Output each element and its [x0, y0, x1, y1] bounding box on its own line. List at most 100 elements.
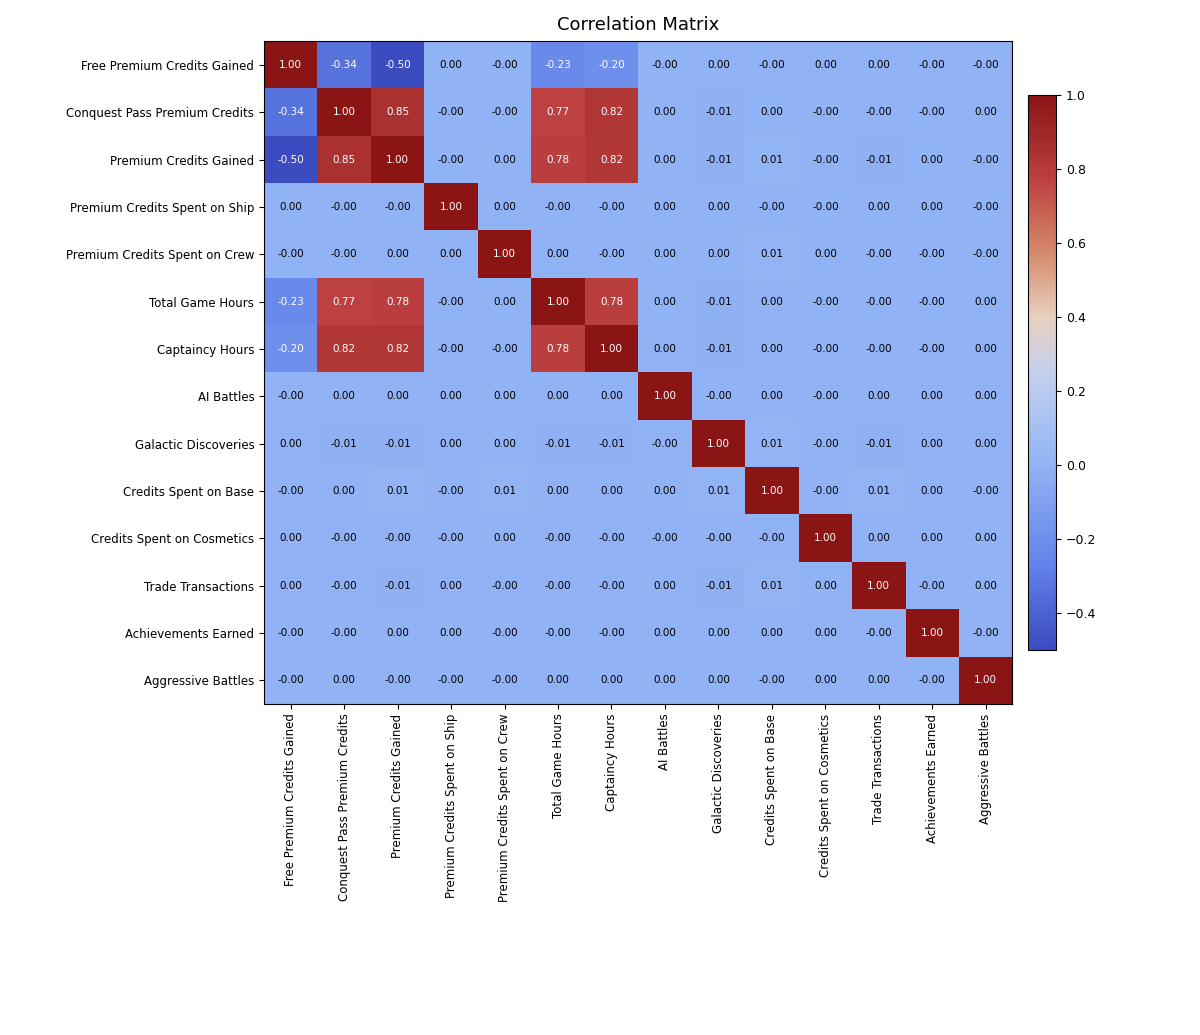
Text: 0.01: 0.01 [761, 439, 784, 448]
Text: 0.01: 0.01 [868, 485, 890, 496]
Text: -0.00: -0.00 [758, 675, 785, 685]
Text: -0.00: -0.00 [598, 202, 625, 212]
Text: 0.00: 0.00 [707, 628, 730, 638]
Text: 0.00: 0.00 [814, 60, 836, 70]
Text: -0.00: -0.00 [438, 485, 464, 496]
Text: 0.00: 0.00 [654, 675, 677, 685]
Text: 1.00: 1.00 [332, 108, 355, 117]
Text: -0.00: -0.00 [758, 202, 785, 212]
Text: 0.00: 0.00 [439, 60, 462, 70]
Text: -0.00: -0.00 [277, 391, 304, 402]
Text: -0.00: -0.00 [545, 628, 571, 638]
Text: 0.00: 0.00 [974, 391, 997, 402]
Text: 0.01: 0.01 [386, 485, 409, 496]
Text: 0.00: 0.00 [920, 391, 943, 402]
Text: 0.00: 0.00 [707, 60, 730, 70]
Text: 0.00: 0.00 [654, 344, 677, 354]
Text: 0.78: 0.78 [600, 297, 623, 306]
Text: 0.00: 0.00 [974, 108, 997, 117]
Text: -0.00: -0.00 [384, 533, 410, 543]
Text: -0.00: -0.00 [491, 108, 518, 117]
Text: 1.00: 1.00 [974, 675, 997, 685]
Text: -0.00: -0.00 [598, 581, 625, 591]
Text: -0.00: -0.00 [972, 485, 1000, 496]
Text: 1.00: 1.00 [868, 581, 890, 591]
Text: -0.34: -0.34 [277, 108, 304, 117]
Text: 0.00: 0.00 [439, 628, 462, 638]
Text: -0.00: -0.00 [812, 439, 839, 448]
Text: -0.20: -0.20 [277, 344, 304, 354]
Text: -0.00: -0.00 [652, 439, 678, 448]
Text: -0.00: -0.00 [384, 675, 410, 685]
Text: -0.00: -0.00 [545, 202, 571, 212]
Text: 0.00: 0.00 [493, 439, 516, 448]
Text: -0.00: -0.00 [438, 675, 464, 685]
Text: -0.01: -0.01 [706, 344, 732, 354]
Text: -0.00: -0.00 [331, 581, 358, 591]
Text: 0.00: 0.00 [761, 391, 784, 402]
Text: 0.82: 0.82 [600, 154, 623, 165]
Text: -0.23: -0.23 [545, 60, 571, 70]
Text: 0.00: 0.00 [654, 485, 677, 496]
Text: 0.00: 0.00 [332, 391, 355, 402]
Text: 0.00: 0.00 [493, 297, 516, 306]
Text: 0.00: 0.00 [920, 154, 943, 165]
Text: 0.00: 0.00 [974, 297, 997, 306]
Text: -0.01: -0.01 [384, 581, 412, 591]
Text: -0.00: -0.00 [758, 60, 785, 70]
Text: 1.00: 1.00 [920, 628, 943, 638]
Text: -0.23: -0.23 [277, 297, 304, 306]
Text: -0.00: -0.00 [438, 154, 464, 165]
Text: 0.00: 0.00 [280, 202, 302, 212]
Text: -0.00: -0.00 [865, 344, 892, 354]
Text: -0.00: -0.00 [652, 60, 678, 70]
Text: -0.00: -0.00 [598, 249, 625, 260]
Text: -0.00: -0.00 [438, 108, 464, 117]
Title: Correlation Matrix: Correlation Matrix [557, 17, 719, 34]
Text: 0.00: 0.00 [868, 675, 890, 685]
Text: -0.00: -0.00 [545, 533, 571, 543]
Text: -0.00: -0.00 [919, 297, 946, 306]
Text: 0.77: 0.77 [546, 108, 570, 117]
Text: 1.00: 1.00 [761, 485, 784, 496]
Text: 0.00: 0.00 [920, 439, 943, 448]
Text: -0.00: -0.00 [812, 108, 839, 117]
Text: -0.00: -0.00 [491, 60, 518, 70]
Text: -0.00: -0.00 [706, 533, 732, 543]
Text: 0.77: 0.77 [332, 297, 355, 306]
Text: -0.00: -0.00 [706, 391, 732, 402]
Text: -0.00: -0.00 [491, 344, 518, 354]
Text: -0.00: -0.00 [812, 391, 839, 402]
Text: -0.00: -0.00 [331, 202, 358, 212]
Text: 0.01: 0.01 [761, 249, 784, 260]
Text: -0.01: -0.01 [865, 154, 892, 165]
Text: 0.00: 0.00 [814, 249, 836, 260]
Text: 0.00: 0.00 [493, 533, 516, 543]
Text: 1.00: 1.00 [546, 297, 570, 306]
Text: 0.78: 0.78 [546, 344, 570, 354]
Text: -0.01: -0.01 [706, 581, 732, 591]
Text: 0.00: 0.00 [439, 439, 462, 448]
Text: -0.01: -0.01 [706, 297, 732, 306]
Text: 0.00: 0.00 [920, 485, 943, 496]
Text: 0.01: 0.01 [493, 485, 516, 496]
Text: 0.00: 0.00 [707, 675, 730, 685]
Text: 0.00: 0.00 [974, 533, 997, 543]
Text: -0.00: -0.00 [331, 249, 358, 260]
Text: 0.00: 0.00 [920, 202, 943, 212]
Text: 0.00: 0.00 [493, 202, 516, 212]
Text: -0.01: -0.01 [706, 108, 732, 117]
Text: 0.78: 0.78 [386, 297, 409, 306]
Text: -0.00: -0.00 [812, 202, 839, 212]
Text: 0.82: 0.82 [600, 108, 623, 117]
Text: 0.82: 0.82 [332, 344, 355, 354]
Text: 0.00: 0.00 [546, 675, 570, 685]
Text: 0.00: 0.00 [868, 533, 890, 543]
Text: -0.00: -0.00 [812, 485, 839, 496]
Text: -0.01: -0.01 [545, 439, 571, 448]
Text: 0.01: 0.01 [761, 154, 784, 165]
Text: 0.00: 0.00 [654, 154, 677, 165]
Text: -0.01: -0.01 [598, 439, 625, 448]
Text: -0.00: -0.00 [865, 249, 892, 260]
Text: -0.00: -0.00 [598, 628, 625, 638]
